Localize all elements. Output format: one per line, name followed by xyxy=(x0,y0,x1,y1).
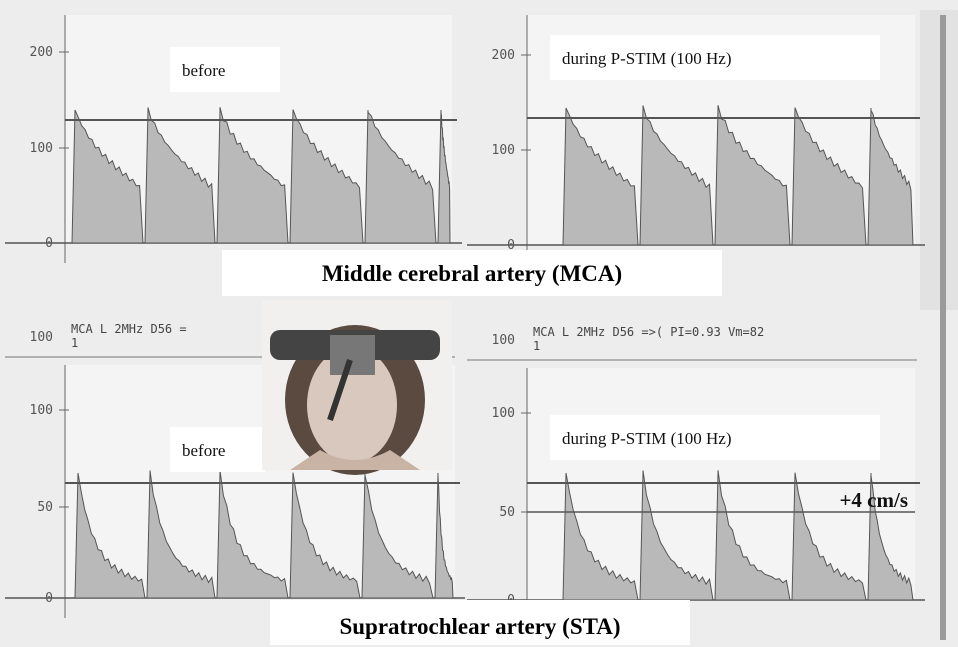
panel-label: before xyxy=(182,441,225,460)
photo xyxy=(262,300,452,475)
readout-line: 1 xyxy=(533,339,540,353)
scale-bar xyxy=(940,15,946,640)
y-tick-label: 100 xyxy=(30,141,53,156)
readout-tick: 100 xyxy=(30,330,53,345)
panel-label: during P-STIM (100 Hz) xyxy=(562,49,732,68)
y-tick-label: 50 xyxy=(499,505,515,520)
label-box xyxy=(170,47,280,92)
spectrum xyxy=(562,105,914,246)
scale-strip xyxy=(920,10,958,310)
title-box xyxy=(270,600,690,645)
panel-label: before xyxy=(182,61,225,80)
label-box xyxy=(550,35,880,80)
y-tick-label: 100 xyxy=(30,403,53,418)
mca-title: Middle cerebral artery (MCA) xyxy=(322,261,622,286)
sta-title: Supratrochlear artery (STA) xyxy=(339,614,620,639)
y-tick-label: 200 xyxy=(492,48,515,63)
readout-line: MCA L 2MHz D56 =>( PI=0.93 Vm=82 xyxy=(533,325,764,339)
label-box xyxy=(550,415,880,460)
y-tick-label: 200 xyxy=(30,45,53,60)
panel-label: during P-STIM (100 Hz) xyxy=(562,429,732,448)
readout-line: 1 xyxy=(71,336,78,350)
panels: 2001000before2001000during P-STIM (100 H… xyxy=(5,15,925,620)
readout-line: MCA L 2MHz D56 = xyxy=(71,322,187,336)
spectrum xyxy=(74,470,454,599)
y-tick-label: 50 xyxy=(37,500,53,515)
readout-tick: 100 xyxy=(492,333,515,348)
y-tick-label: 100 xyxy=(492,143,515,158)
y-tick-label: 100 xyxy=(492,406,515,421)
label-box xyxy=(170,427,265,472)
spectrum xyxy=(71,107,451,244)
spectrum xyxy=(562,470,914,601)
annotation: +4 cm/s xyxy=(839,488,908,512)
title-box xyxy=(222,250,722,296)
